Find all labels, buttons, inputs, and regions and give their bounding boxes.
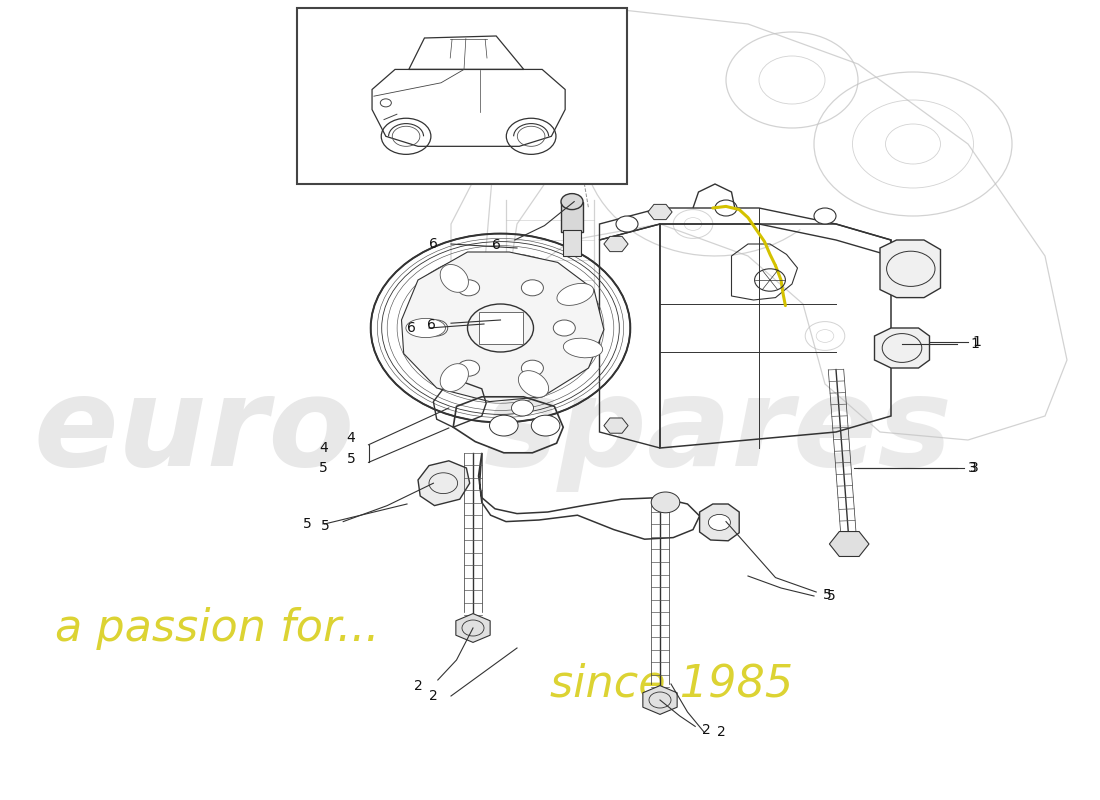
Ellipse shape [440, 364, 469, 391]
Text: 2: 2 [429, 689, 438, 703]
Circle shape [715, 200, 737, 216]
Circle shape [651, 492, 680, 513]
Text: 6: 6 [427, 318, 436, 332]
Text: 5: 5 [827, 589, 836, 603]
Text: 5: 5 [823, 588, 832, 602]
Text: 3: 3 [970, 461, 979, 475]
Circle shape [553, 320, 575, 336]
Text: 2: 2 [414, 678, 422, 693]
Circle shape [426, 320, 448, 336]
Polygon shape [700, 504, 739, 541]
Text: 5: 5 [346, 452, 355, 466]
Polygon shape [648, 204, 672, 220]
Circle shape [531, 415, 560, 436]
Circle shape [458, 360, 480, 376]
Text: 5: 5 [319, 461, 328, 475]
Ellipse shape [563, 338, 603, 358]
Circle shape [521, 360, 543, 376]
Circle shape [561, 194, 583, 210]
Bar [481, 314, 520, 342]
Text: spares: spares [484, 371, 953, 493]
Text: 3: 3 [968, 461, 977, 475]
Text: 4: 4 [346, 431, 355, 446]
Text: euro: euro [33, 371, 354, 493]
Text: 6: 6 [407, 321, 416, 335]
Text: 5: 5 [302, 517, 311, 531]
Ellipse shape [518, 370, 549, 398]
Polygon shape [642, 686, 678, 714]
Circle shape [708, 514, 730, 530]
Circle shape [483, 315, 518, 341]
Text: since 1985: since 1985 [550, 662, 793, 706]
Text: 4: 4 [319, 441, 328, 455]
Bar [563, 230, 581, 256]
Circle shape [814, 208, 836, 224]
Ellipse shape [440, 265, 469, 292]
Text: 1: 1 [970, 337, 979, 351]
Circle shape [616, 216, 638, 232]
Bar [478, 312, 522, 344]
Polygon shape [604, 236, 628, 252]
Polygon shape [402, 252, 604, 402]
Text: 6: 6 [492, 238, 500, 252]
Circle shape [512, 400, 534, 416]
Text: 2: 2 [702, 722, 711, 737]
Circle shape [521, 280, 543, 296]
Polygon shape [604, 418, 628, 434]
Polygon shape [418, 461, 470, 506]
Circle shape [458, 280, 480, 296]
Text: 2: 2 [717, 725, 726, 739]
Polygon shape [455, 614, 491, 642]
Text: a passion for...: a passion for... [55, 606, 380, 650]
Polygon shape [829, 531, 869, 557]
Circle shape [490, 415, 518, 436]
Text: 1: 1 [972, 335, 981, 350]
Polygon shape [874, 328, 929, 368]
Ellipse shape [557, 283, 594, 306]
Text: 6: 6 [429, 237, 438, 251]
Bar [297, 8, 627, 184]
Text: 5: 5 [321, 519, 330, 534]
Polygon shape [880, 240, 940, 298]
Ellipse shape [406, 318, 446, 338]
Bar [561, 202, 583, 232]
